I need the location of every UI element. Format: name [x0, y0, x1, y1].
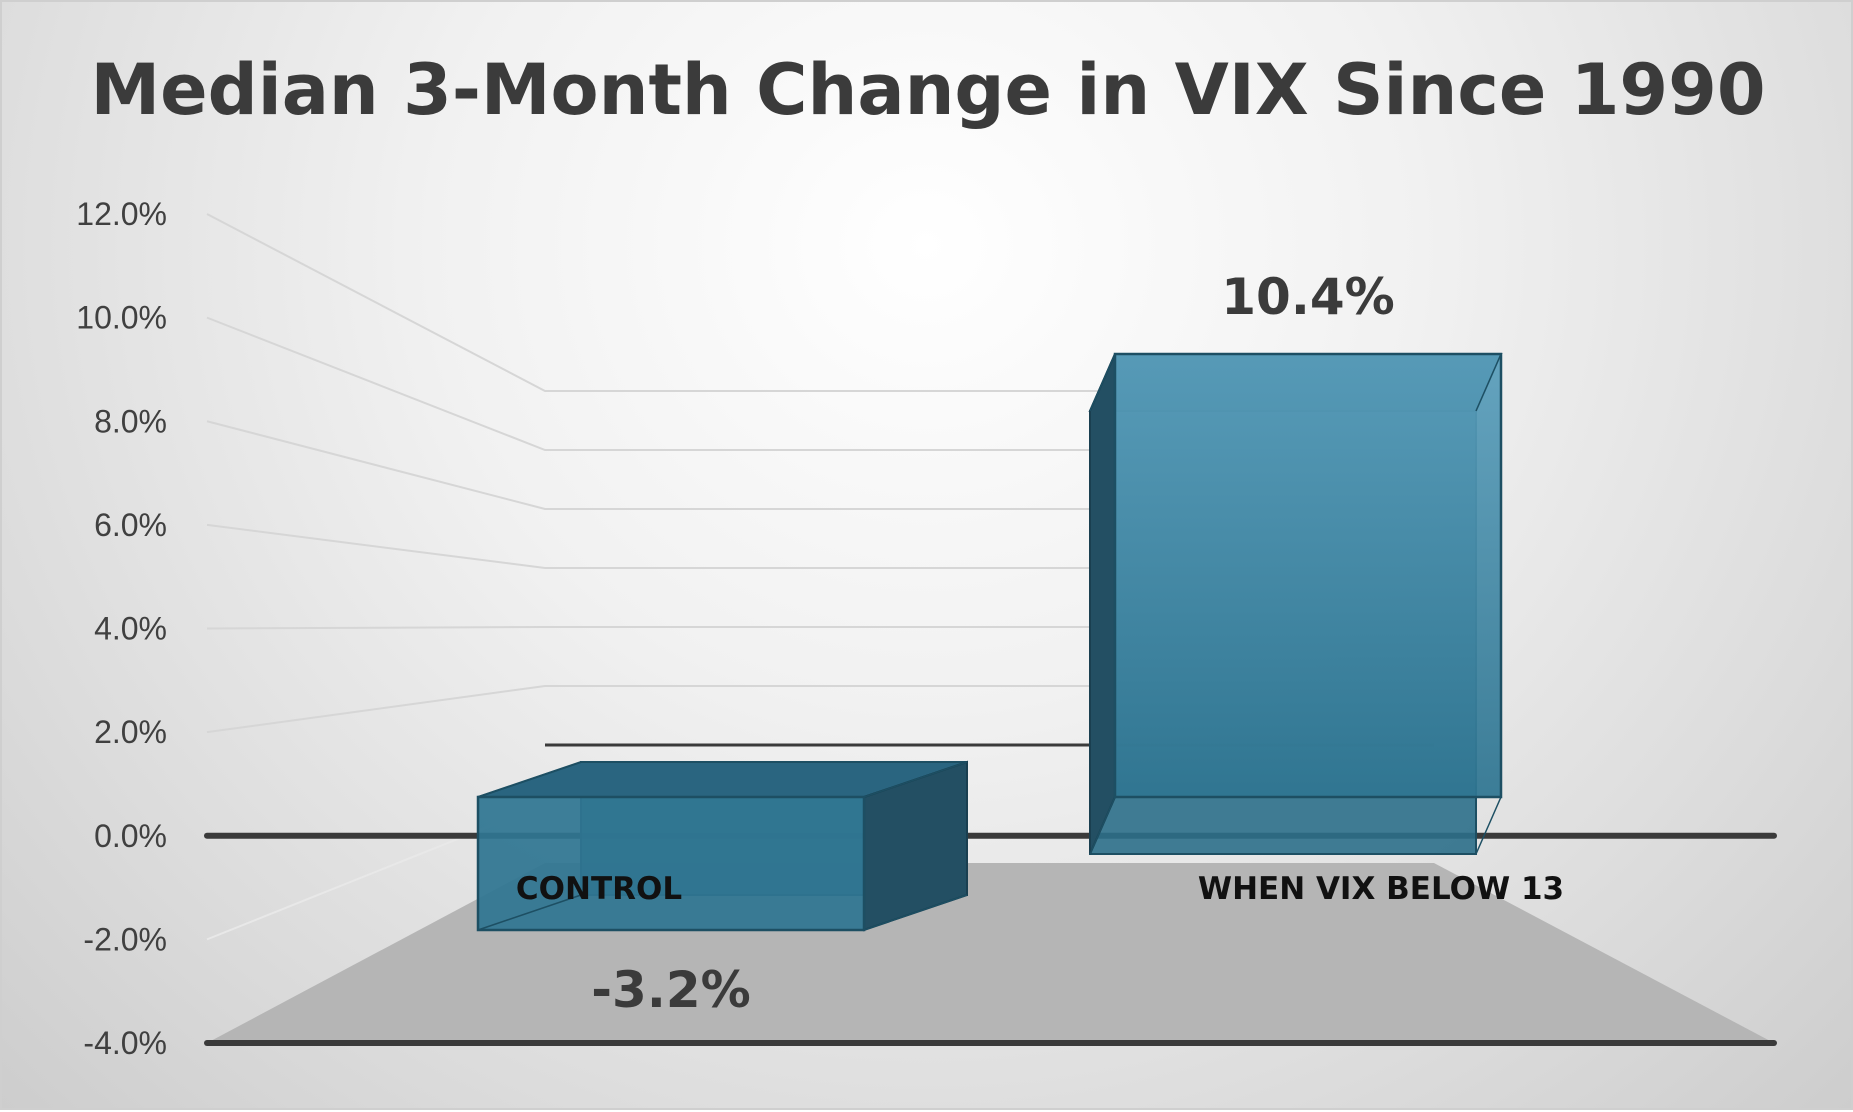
- bar-side-face: [1089, 353, 1116, 855]
- bar-control: [476, 760, 968, 932]
- y-tick-label: -2.0%: [83, 921, 167, 957]
- category-label-vix-below-13: WHEN VIX BELOW 13: [1198, 871, 1564, 907]
- bar-edge: [477, 761, 582, 798]
- y-tick-label: 10.0%: [76, 300, 167, 336]
- bar-front-face: [1113, 352, 1503, 799]
- bar-layer: [476, 352, 1503, 932]
- y-tick-label: 2.0%: [94, 714, 167, 750]
- bar-edge: [1475, 353, 1502, 412]
- data-label-vix-below-13: 10.4%: [1221, 268, 1394, 326]
- category-label-control: CONTROL: [516, 871, 682, 907]
- y-tick-label: 12.0%: [76, 196, 167, 232]
- y-tick-label: 0.0%: [94, 818, 167, 854]
- bar-edge: [863, 761, 968, 798]
- y-tick-label: 6.0%: [94, 507, 167, 543]
- chart-title: Median 3-Month Change in VIX Since 1990: [90, 49, 1765, 131]
- y-tick-label: -4.0%: [83, 1025, 167, 1061]
- bar-edge: [477, 894, 582, 931]
- bar-edge: [1475, 796, 1502, 855]
- bar-vix-below-13: [1088, 352, 1503, 855]
- label-layer: -3.2% 10.4% CONTROL WHEN VIX BELOW 13: [516, 268, 1564, 1019]
- y-tick-label: 8.0%: [94, 403, 167, 439]
- axis-layer: 12.0% 10.0% 8.0% 6.0% 4.0% 2.0% 0.0% -2.0% -4.0%: [76, 196, 1777, 1061]
- bar-edge: [1089, 796, 1116, 855]
- data-label-control: -3.2%: [591, 961, 750, 1019]
- bar-edge: [863, 894, 968, 931]
- bar-edge: [1089, 353, 1116, 412]
- y-tick-label: 4.0%: [94, 611, 167, 647]
